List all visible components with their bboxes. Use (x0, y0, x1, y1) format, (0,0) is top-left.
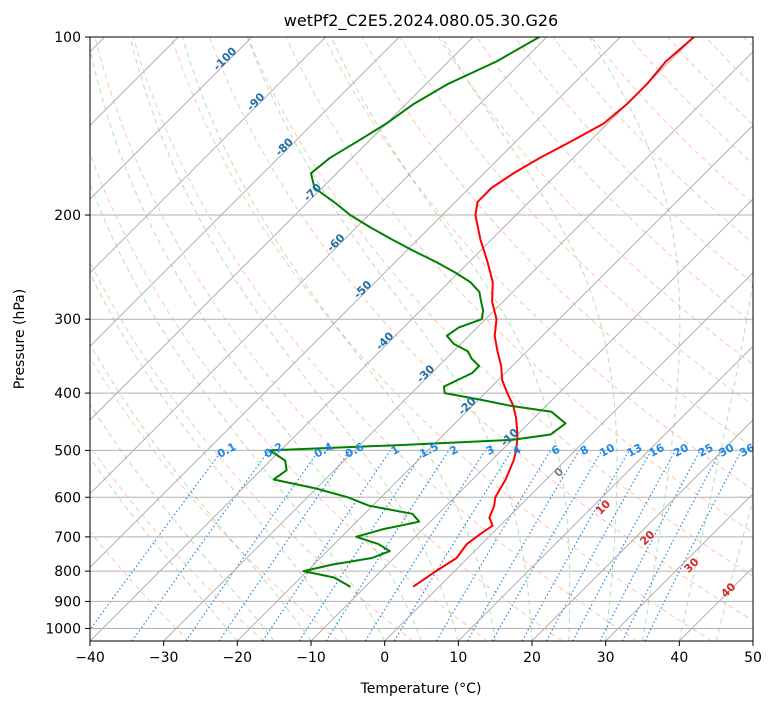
mixing-ratio-label: 16 (647, 441, 667, 460)
mixing-ratio-line (644, 450, 743, 641)
isotherm-line (457, 345, 753, 641)
y-tick-label: 200 (54, 208, 81, 224)
y-axis-label: Pressure (hPa) (12, 289, 28, 389)
mixing-ratio-line (521, 450, 630, 641)
mixing-ratio-line (621, 450, 722, 641)
moist-adiabat (246, 37, 533, 641)
y-tick-label: 1000 (45, 621, 81, 637)
moist-adiabat (90, 182, 386, 641)
isotherm-line (310, 198, 753, 641)
x-tick-label: 0 (380, 650, 389, 666)
dewpoint-trace (268, 37, 567, 588)
mixing-ratio-line (325, 450, 450, 641)
y-tick-label: 700 (54, 530, 81, 546)
mixing-ratio-line (262, 450, 391, 641)
y-tick-label: 500 (54, 443, 81, 459)
moist-adiabat (90, 272, 349, 641)
moist-adiabats (90, 37, 753, 641)
dry-adiabat (514, 37, 753, 284)
dry-adiabat (247, 37, 753, 577)
mixing-ratio-line (218, 450, 351, 641)
isotherm-line (605, 492, 753, 641)
isotherm-line (163, 50, 753, 641)
isotherm-line (384, 271, 753, 641)
sounding-series (268, 37, 695, 588)
mixing-ratio-line (185, 450, 320, 641)
chart-title: wetPf2_C2E5.2024.080.05.30.G26 (284, 11, 558, 31)
isotherm-line (236, 124, 753, 641)
y-axis-ticks: 100 200 300 400 500 600 700 800 900 1000 (45, 30, 90, 637)
x-tick-label: −20 (223, 650, 253, 666)
moist-adiabat (181, 37, 496, 641)
x-tick-label: −30 (149, 650, 179, 666)
isotherm-line (90, 37, 327, 274)
mixing-ratio-line (545, 450, 652, 641)
y-tick-label: 600 (54, 490, 81, 506)
moist-adiabat (441, 37, 618, 641)
y-tick-label: 800 (54, 564, 81, 580)
y-tick-label: 400 (54, 386, 81, 402)
y-tick-label: 900 (54, 594, 81, 610)
dry-adiabat (170, 37, 712, 641)
mixing-ratio-line (393, 450, 513, 641)
mixing-ratio-line (298, 450, 425, 641)
dry-adiabat (90, 530, 190, 641)
x-tick-label: −10 (296, 650, 326, 666)
mixing-ratio-line (572, 450, 677, 641)
dry-adiabat (90, 356, 339, 641)
moist-adiabat (330, 37, 571, 641)
mixing-ratio-label: 10 (597, 441, 617, 460)
moist-adiabat (90, 403, 275, 641)
moist-adiabat (90, 456, 238, 641)
x-tick-label: 10 (449, 650, 467, 666)
moist-adiabat (589, 37, 681, 641)
moist-adiabat (90, 343, 312, 641)
mixing-ratio-label: 20 (671, 441, 691, 460)
plot-frame (89, 36, 754, 642)
x-tick-label: −40 (75, 650, 105, 666)
isotherm-line (90, 37, 621, 569)
isotherm-line (90, 37, 253, 200)
x-tick-label: 40 (670, 650, 688, 666)
x-axis-ticks: −40 −30 −20 −10 0 10 20 30 40 50 (75, 641, 762, 666)
dry-adiabat (94, 37, 563, 641)
x-axis-label: Temperature (°C) (360, 681, 482, 697)
x-tick-label: 50 (744, 650, 762, 666)
dry-adiabat (90, 445, 264, 641)
mixing-ratio-label: 13 (625, 441, 645, 460)
dry-adiabat (399, 37, 753, 407)
x-tick-label: 30 (597, 650, 615, 666)
isotherm-line (90, 37, 400, 348)
dry-adiabat (132, 37, 638, 641)
moist-adiabat (90, 45, 422, 641)
isotherm-line (90, 37, 695, 641)
isotherms (90, 37, 753, 641)
y-tick-label: 100 (54, 30, 81, 46)
moist-adiabat (129, 37, 459, 641)
dry-adiabat (209, 37, 753, 622)
isotherm-line (90, 37, 474, 421)
mixing-ratio-label: 36 (737, 441, 757, 460)
x-tick-label: 20 (523, 650, 541, 666)
pressure-gridlines (90, 37, 753, 629)
temperature-trace (412, 37, 695, 588)
isotherm-line (90, 37, 548, 495)
mixing-ratio-label: 25 (696, 441, 716, 460)
y-tick-label: 300 (54, 312, 81, 328)
plot-area: -100-90-80-70-60-50-40-30-20-100.1 0.2 0.4… (90, 37, 757, 641)
mixing-ratio-line (90, 450, 223, 631)
isotherm-line (531, 419, 753, 641)
mixing-ratio-label: 30 (717, 441, 737, 460)
